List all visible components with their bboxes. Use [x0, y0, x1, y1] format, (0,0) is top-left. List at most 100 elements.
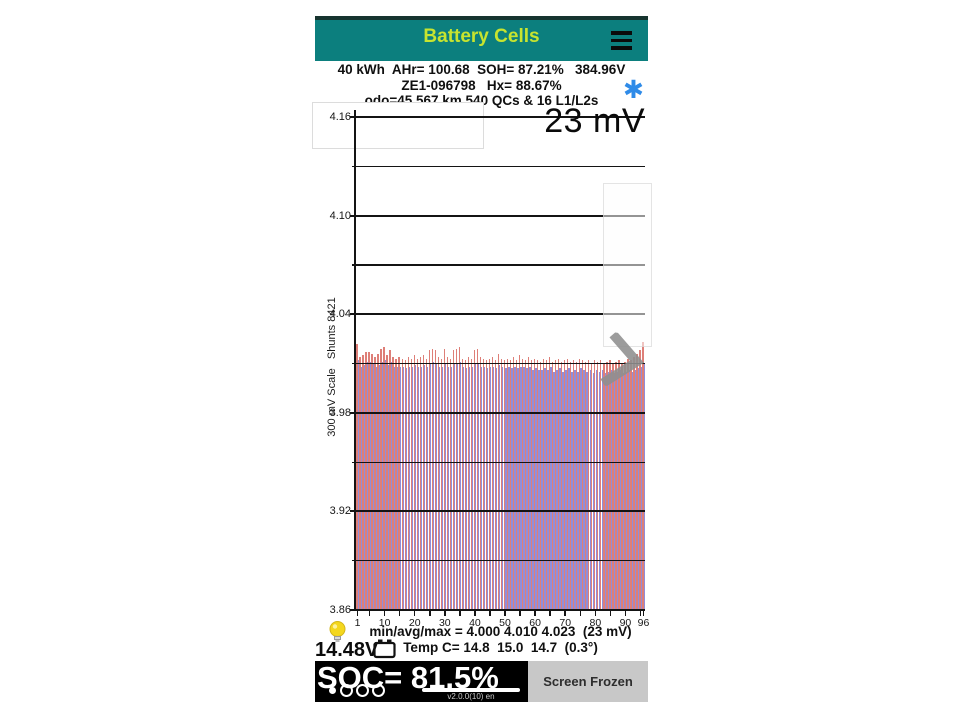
cell-max-bar [434, 350, 436, 610]
cell-voltage-bar [369, 361, 372, 610]
y-tick-label: 3.92 [329, 505, 351, 518]
x-tick-mark [579, 611, 582, 616]
cell-voltage-bar [577, 371, 579, 610]
major-gridline [356, 510, 645, 513]
cell-max-bar [609, 360, 611, 610]
x-tick-mark [383, 611, 386, 616]
cell-max-bar [479, 356, 482, 610]
x-tick-mark [594, 611, 597, 616]
cell-max-bar [437, 356, 439, 610]
cell-voltage-bar [496, 368, 498, 610]
cell-voltage-bar [562, 371, 564, 610]
cell-voltage-bar [363, 365, 366, 610]
cell-max-bar [449, 358, 451, 610]
cell-voltage-bar [475, 363, 477, 610]
x-tick-mark [534, 611, 536, 616]
cell-max-bar [365, 352, 367, 610]
major-gridline [356, 313, 645, 316]
minor-gridline [352, 165, 645, 167]
cell-voltage-bar [595, 370, 597, 610]
cell-max-bar [497, 353, 500, 610]
cell-voltage-bar [532, 370, 534, 610]
page-dots[interactable] [329, 684, 388, 697]
page-dot[interactable] [329, 687, 336, 694]
cell-max-bar [422, 355, 424, 610]
cell-voltage-bar [535, 368, 537, 610]
cell-max-bar [606, 361, 608, 610]
page-dot[interactable] [372, 684, 385, 697]
cell-max-bar [564, 360, 566, 610]
cell-voltage-bar [505, 368, 507, 610]
cell-max-bar [639, 350, 641, 610]
cell-max-bar [485, 360, 488, 610]
favorite-asterisk-icon[interactable]: ✱ [623, 76, 644, 104]
cell-max-bar [506, 358, 509, 610]
cell-max-bar [561, 361, 563, 610]
cell-max-bar [594, 360, 596, 610]
cell-max-bar [392, 356, 394, 610]
page-title: Battery Cells [423, 26, 540, 47]
stats-line-1: 40 kWh AHr= 100.68 SOH= 87.21% 384.96V [337, 62, 626, 77]
cell-voltage-bar [514, 366, 516, 610]
cell-voltage-bar [607, 371, 609, 610]
cell-max-bar [380, 348, 382, 610]
battery-stats: 40 kWh AHr= 100.68 SOH= 87.21% 384.96V Z… [315, 62, 648, 109]
screen-frozen-button[interactable]: Screen Frozen [528, 661, 648, 702]
y-axis-line [354, 110, 356, 611]
cell-max-bar [416, 358, 418, 610]
cell-voltage-bar [610, 370, 612, 610]
cell-voltage-bar [634, 370, 636, 610]
x-tick-mark [642, 611, 645, 616]
x-tick-label: 96 [637, 617, 650, 629]
x-tick-mark [519, 611, 521, 616]
y-tick-mark [350, 313, 356, 316]
hamburger-menu-icon[interactable] [611, 31, 632, 51]
cell-voltage-bar [508, 366, 510, 610]
page-dot[interactable] [356, 684, 369, 697]
plot-area[interactable] [352, 116, 645, 611]
cell-voltage-bar [511, 368, 513, 610]
cell-max-bar [555, 360, 557, 610]
cell-voltage-bar [589, 370, 591, 610]
lightbulb-icon[interactable] [328, 620, 347, 651]
cell-voltage-bar [387, 365, 390, 610]
cell-max-bar [401, 358, 403, 610]
cell-max-bar [470, 358, 473, 610]
cell-voltage-bar [580, 368, 582, 610]
chevron-right-icon[interactable] [599, 331, 649, 395]
cell-max-bar [585, 361, 587, 610]
cell-voltage-bar [487, 368, 489, 610]
page-dot[interactable] [340, 684, 353, 697]
cell-voltage-bar [571, 371, 573, 610]
x-tick-mark [624, 611, 627, 616]
cell-max-bar [591, 363, 593, 610]
cell-max-bar [527, 356, 530, 610]
cell-voltage-bar [550, 366, 552, 610]
cell-voltage-bar [414, 365, 417, 610]
x-tick-mark [444, 611, 446, 616]
x-tick-label: 60 [529, 617, 541, 629]
cell-max-bar [500, 358, 503, 610]
cell-max-bar [395, 358, 397, 610]
cell-voltage-bar [520, 366, 522, 610]
cell-max-bar [413, 355, 415, 610]
cell-max-bar [597, 361, 599, 610]
cell-voltage-bar [592, 373, 594, 610]
cell-max-bar [567, 358, 569, 610]
x-tick-label: 20 [408, 617, 421, 629]
x-tick-label: 30 [438, 617, 451, 629]
cell-voltage-bar [435, 363, 438, 610]
minor-gridline [352, 560, 645, 562]
cell-voltage-bar [583, 370, 585, 610]
home-indicator-line [422, 688, 520, 692]
cell-voltage-bar [360, 366, 362, 610]
cell-max-bar [558, 358, 560, 610]
cell-max-bar [482, 358, 485, 610]
cell-voltage-bar [616, 371, 618, 610]
major-gridline [356, 609, 645, 611]
cell-voltage-bar [484, 366, 486, 610]
cell-voltage-bar [613, 373, 615, 610]
cell-max-bar [356, 343, 358, 610]
cell-voltage-bar [490, 366, 492, 610]
x-tick-label: 1 [354, 617, 361, 629]
